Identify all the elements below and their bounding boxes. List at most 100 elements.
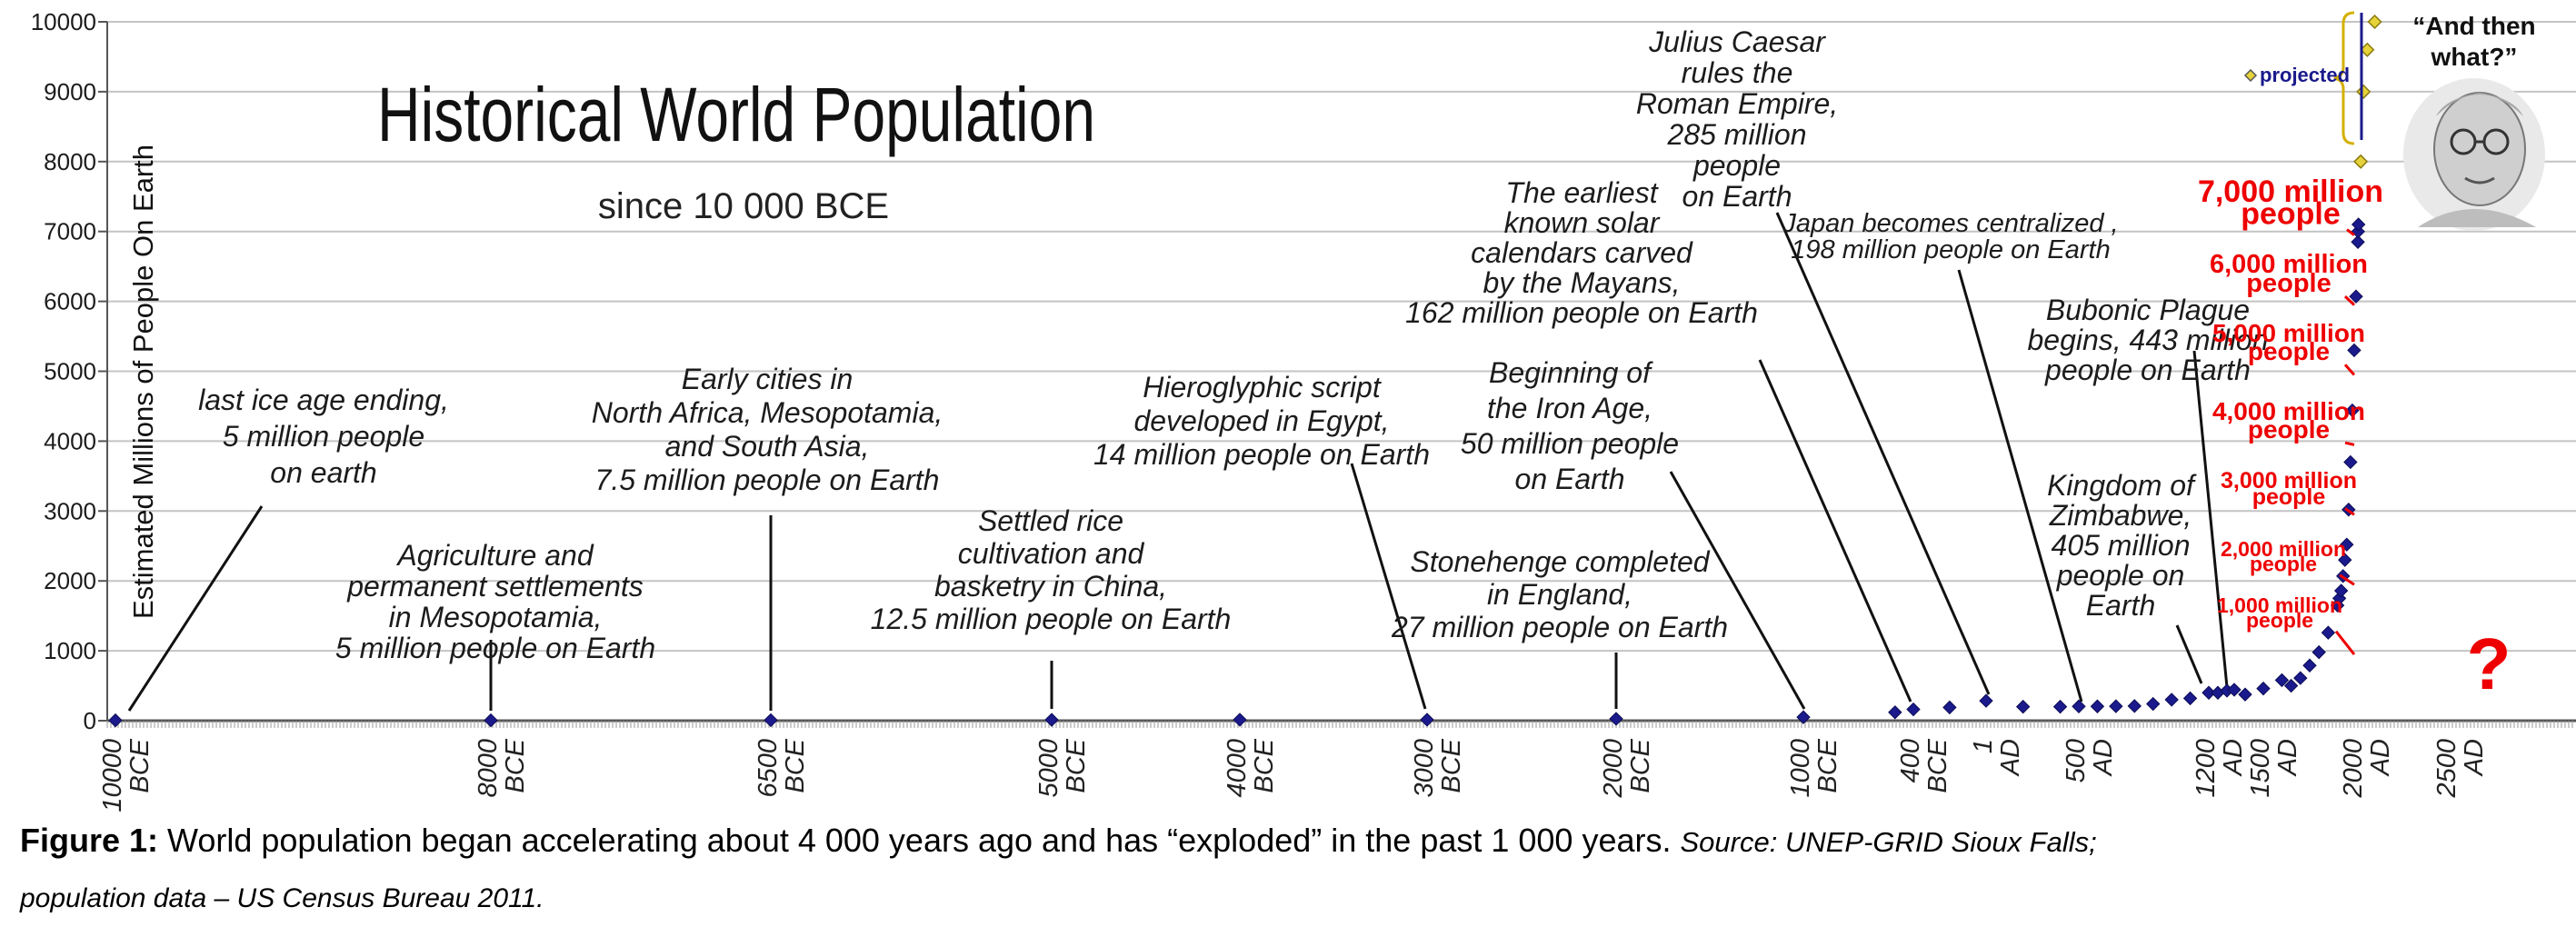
annotation-iron-age: Beginning of the Iron Age, 50 million peop… <box>1461 356 1679 495</box>
milestone-label: 1,000 million people <box>2217 593 2342 633</box>
milestone-line: people <box>2250 553 2317 576</box>
annotation-line: people on Earth <box>2044 354 2251 386</box>
milestone-pointer <box>2346 228 2355 236</box>
annotation-caesar: Julius Caesar rules the Roman Empire, 285 m… <box>1636 25 1838 213</box>
annotation-rice: Settled rice cultivation and basketry in C… <box>871 504 1232 635</box>
annotation-line: developed in Egypt, <box>1133 404 1389 437</box>
annotation-line: Hieroglyphic script <box>1143 371 1382 404</box>
x-tick-era: BCE <box>1626 738 1655 792</box>
annotation-line: 50 million people <box>1461 427 1679 460</box>
data-point <box>2349 289 2363 304</box>
milestone-label: 7,000 million people <box>2198 174 2383 231</box>
caption-label: Figure 1: <box>20 822 159 859</box>
annotation-line: permanent settlements <box>346 570 644 603</box>
annotation-line: 27 million people on Earth <box>1391 611 1728 643</box>
data-point <box>2182 691 2198 706</box>
data-point <box>484 713 498 728</box>
y-axis: 0 1000 2000 3000 4000 5000 6000 7000 8000 9000 100… <box>31 8 159 734</box>
milestone-line: 7,000 million <box>2198 174 2383 209</box>
data-point <box>2345 403 2360 418</box>
annotation-line: Earth <box>2086 589 2155 622</box>
annotation-texts: Historical World Population since 10 000 … <box>198 25 2268 664</box>
data-point <box>1979 693 1993 708</box>
data-point <box>1906 702 1921 717</box>
annotation-hieroglyph: Hieroglyphic script developed in Egypt, 14… <box>1093 371 1430 471</box>
annotation-line: North Africa, Mesopotamia, <box>592 396 944 429</box>
data-point <box>2338 553 2352 567</box>
annotation-line: people on <box>2056 559 2185 592</box>
annotation-early-cities: Early cities in North Africa, Mesopotamia… <box>592 363 944 496</box>
annotation-line: Kingdom of <box>2047 469 2197 502</box>
milestone-label: 3,000 million people <box>2221 468 2357 510</box>
portrait-face <box>2433 92 2526 206</box>
milestone-line: people <box>2252 484 2326 510</box>
annotation-line: in Mesopotamia, <box>389 601 603 633</box>
quote-line: what?” <box>2431 43 2518 71</box>
caption-text: World population began accelerating abou… <box>158 822 1681 859</box>
x-tick-era: AD <box>2219 739 2248 777</box>
x-tick-number: 5000 <box>1034 739 1063 798</box>
data-point <box>2256 681 2271 696</box>
y-tick-label: 0 <box>84 707 96 734</box>
data-point <box>2343 454 2358 470</box>
leader-line <box>2192 350 2229 688</box>
x-tick-number: 2000 <box>2339 739 2368 799</box>
annotation-japan: Japan becomes centralized , 198 million p… <box>1782 209 2118 264</box>
data-point <box>1888 705 1902 720</box>
annotation-line: on Earth <box>1515 463 1625 495</box>
milestone-label: 5,000 million people <box>2212 319 2365 365</box>
portrait-mouth <box>2464 176 2495 184</box>
annotation-line: 14 million people on Earth <box>1093 438 1430 471</box>
x-tick-era: AD <box>2366 739 2395 777</box>
x-tick-era: AD <box>2273 739 2302 777</box>
x-tick-number: 3000 <box>1410 739 1439 798</box>
data-points <box>108 217 2366 728</box>
y-tick-label: 6000 <box>44 288 96 315</box>
data-point <box>1233 713 1247 727</box>
data-point <box>2109 699 2123 713</box>
annotation-line: calendars carved <box>1471 236 1693 269</box>
annotation-line: Agriculture and <box>395 539 594 572</box>
annotation-line: Stonehenge completed <box>1410 545 1710 578</box>
milestone-line: people <box>2241 196 2341 231</box>
data-point <box>2351 224 2365 239</box>
data-point <box>2311 644 2326 660</box>
leader-line <box>1350 463 1427 710</box>
annotation-line: the Iron Age, <box>1487 392 1652 424</box>
grid-lines <box>107 21 2576 722</box>
annotation-line: 198 million people on Earth <box>1791 235 2110 264</box>
annotation-agriculture: Agriculture and permanent settlements in M… <box>335 539 655 664</box>
portrait-image <box>2403 78 2545 231</box>
annotation-ice-age: last ice age ending, 5 million people on e… <box>198 384 449 489</box>
projected-point <box>2367 14 2382 30</box>
data-point <box>2146 696 2161 712</box>
data-point <box>2347 343 2361 358</box>
population-chart: 0 1000 2000 3000 4000 5000 6000 7000 8000 9000 100… <box>31 8 2576 812</box>
x-tick-era: AD <box>1996 739 2025 777</box>
milestone-pointer <box>2343 364 2356 376</box>
data-point <box>2164 693 2179 707</box>
x-tick-number: 2000 <box>1599 739 1628 799</box>
data-point <box>108 713 123 728</box>
annotation-line: known solar <box>1504 206 1661 239</box>
data-point <box>2321 625 2336 640</box>
y-tick-label: 4000 <box>44 427 96 454</box>
data-point <box>2283 678 2299 693</box>
projected-label: projected <box>2260 64 2350 86</box>
projected-point <box>2360 42 2375 57</box>
data-point <box>2072 699 2086 713</box>
x-tick-era: BCE <box>1437 738 1466 792</box>
annotation-line: in England, <box>1487 578 1632 611</box>
annotation-line: 5 million people on Earth <box>335 632 655 664</box>
y-tick-label: 8000 <box>44 148 96 175</box>
quote-line: “And then <box>2412 12 2535 40</box>
x-tick-era: BCE <box>1250 738 1279 792</box>
leader-line <box>1775 212 1991 695</box>
milestone-label: 4,000 million people <box>2212 397 2365 444</box>
